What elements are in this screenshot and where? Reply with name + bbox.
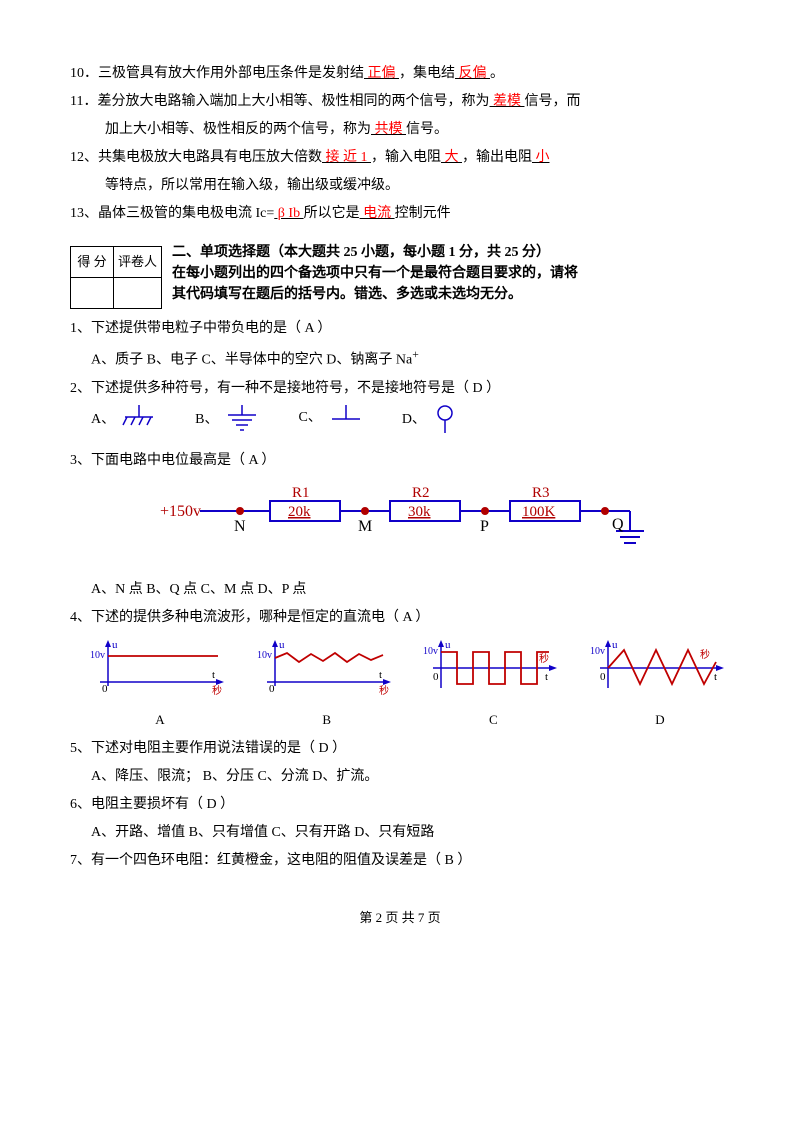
circuit-src: +150v <box>160 503 201 520</box>
mc-q1-opts: A、质子 B、电子 C、半导体中的空穴 D、钠离子 Na+ <box>70 343 730 375</box>
q13-a2: 电流 <box>360 206 395 221</box>
wave-b: 10v u 0 t 秒 <box>257 638 397 698</box>
svg-text:10v: 10v <box>257 650 272 661</box>
q10-num: 10． <box>70 66 98 81</box>
score-c2: 评卷人 <box>114 247 162 278</box>
svg-text:秒: 秒 <box>539 652 549 665</box>
q10-a2: 反偏 <box>455 66 490 81</box>
score-c1: 得 分 <box>71 247 114 278</box>
ground-symbol-c <box>326 403 366 433</box>
q11-l2: 加上大小相等、极性相反的两个信号，称为 共模 信号。 <box>70 116 730 144</box>
svg-text:秒: 秒 <box>379 684 389 697</box>
svg-text:u: u <box>279 639 285 651</box>
mc-q6-opts: A、开路、增值 B、只有增值 C、只有开路 D、只有短路 <box>70 819 730 847</box>
svg-text:100K: 100K <box>522 504 556 520</box>
svg-text:R2: R2 <box>412 485 430 501</box>
mc-q1-stem: 1、下述提供带电粒子中带负电的是（ A ） <box>70 315 730 343</box>
svg-text:u: u <box>612 639 618 651</box>
section2-sub2: 其代码填写在题后的括号内。错选、多选或未选均无分。 <box>172 287 522 302</box>
svg-text:u: u <box>445 639 451 651</box>
svg-text:30k: 30k <box>408 504 431 520</box>
q12-a3: 小 <box>532 150 550 165</box>
svg-text:10v: 10v <box>590 646 605 657</box>
mc-q3-opts: A、N 点 B、Q 点 C、M 点 D、P 点 <box>70 576 730 604</box>
q12-l1: 12、共集电极放大电路具有电压放大倍数 接 近 1 ，输入电阻 大 ，输出电阻 … <box>70 144 730 172</box>
svg-text:t: t <box>212 669 215 681</box>
svg-text:秒: 秒 <box>212 684 222 697</box>
mc-q6-stem: 6、电阻主要损坏有（ D ） <box>70 791 730 819</box>
svg-text:R3: R3 <box>532 485 550 501</box>
svg-text:0: 0 <box>102 683 108 695</box>
q10: 10．三极管具有放大作用外部电压条件是发射结 正偏 ，集电结 反偏 。 <box>70 60 730 88</box>
score-table: 得 分评卷人 <box>70 246 162 309</box>
ground-symbol-a <box>119 403 159 437</box>
ground-symbol-b <box>222 403 262 437</box>
section2-title: 二、单项选择题（本大题共 25 小题，每小题 1 分，共 25 分） <box>172 245 550 260</box>
svg-text:P: P <box>480 518 489 535</box>
symbol-d <box>430 403 460 437</box>
q13-a1: β Ib <box>274 206 303 221</box>
svg-text:M: M <box>358 518 372 535</box>
q10-a1: 正偏 <box>364 66 399 81</box>
svg-text:0: 0 <box>433 671 439 683</box>
svg-text:10v: 10v <box>90 650 105 661</box>
mc-q5-stem: 5、下述对电阻主要作用说法错误的是（ D ） <box>70 735 730 763</box>
svg-text:0: 0 <box>269 683 275 695</box>
q4-waves: 10v u 0 t 秒 A 10v u 0 t 秒 B <box>70 632 730 735</box>
q13: 13、晶体三极管的集电极电流 Ic= β Ib 所以它是 电流 控制元件 <box>70 200 730 228</box>
svg-text:20k: 20k <box>288 504 311 520</box>
section2-sub1: 在每小题列出的四个备选项中只有一个是最符合题目要求的，请将 <box>172 266 578 281</box>
svg-text:Q: Q <box>612 516 624 533</box>
q12-a1: 接 近 1 <box>322 150 371 165</box>
svg-text:N: N <box>234 518 246 535</box>
wave-d: 10v u 0 t 秒 <box>590 638 730 698</box>
wave-a: 10v u 0 t 秒 <box>90 638 230 698</box>
q11-l1: 11．差分放大电路输入端加上大小相等、极性相同的两个信号，称为 差模 信号，而 <box>70 88 730 116</box>
q11-a1: 差模 <box>489 94 524 109</box>
svg-text:秒: 秒 <box>700 648 710 661</box>
svg-text:t: t <box>379 669 382 681</box>
q13-num: 13、 <box>70 206 98 221</box>
mc-q2-stem: 2、下述提供多种符号，有一种不是接地符号，不是接地符号是（ D ） <box>70 375 730 403</box>
svg-text:u: u <box>112 639 118 651</box>
page-footer: 第 2 页 共 7 页 <box>70 905 730 931</box>
mc-q2-symbols: A、 B、 C、 <box>70 403 730 437</box>
svg-text:0: 0 <box>600 671 606 683</box>
mc-q7-stem: 7、有一个四色环电阻：红黄橙金，这电阻的阻值及误差是（ B ） <box>70 847 730 875</box>
q11-a2: 共模 <box>371 122 406 137</box>
svg-text:t: t <box>545 671 548 683</box>
mc-q4-stem: 4、下述的提供多种电流波形，哪种是恒定的直流电（ A ） <box>70 604 730 632</box>
q11-num: 11． <box>70 94 97 109</box>
svg-text:R1: R1 <box>292 485 310 501</box>
svg-text:10v: 10v <box>423 646 438 657</box>
mc-q5-opts: A、降压、限流； B、分压 C、分流 D、扩流。 <box>70 763 730 791</box>
q12-a2: 大 <box>441 150 462 165</box>
q12-l2: 等特点，所以常用在输入级，输出级或缓冲级。 <box>70 172 730 200</box>
section2-header: 得 分评卷人 二、单项选择题（本大题共 25 小题，每小题 1 分，共 25 分… <box>70 242 730 309</box>
mc-q3-stem: 3、下面电路中电位最高是（ A ） <box>70 447 730 475</box>
wave-c: 10v u 0 t 秒 <box>423 638 563 698</box>
q12-num: 12、 <box>70 150 98 165</box>
q3-circuit: +150v N M P Q R1 20k R2 30k R3 100K <box>70 481 730 572</box>
svg-text:t: t <box>714 671 717 683</box>
